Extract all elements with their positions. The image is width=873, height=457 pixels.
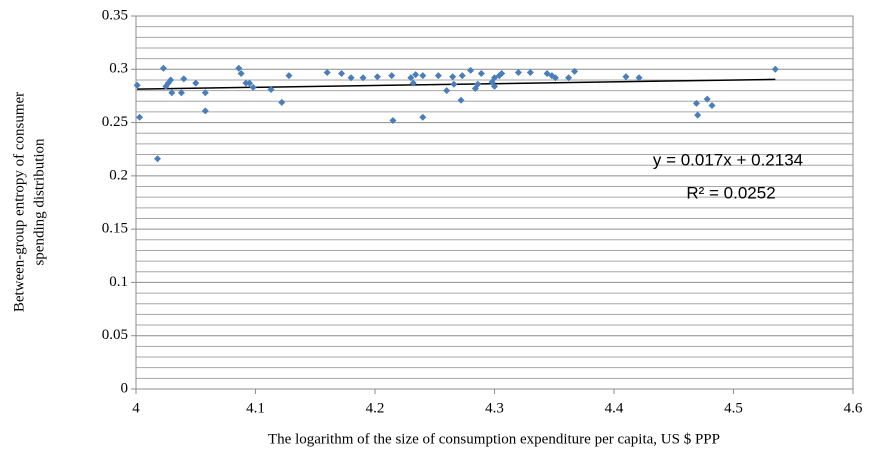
trendline-equation: y = 0.017x + 0.2134 (653, 150, 803, 169)
point (323, 68, 331, 76)
y-tick-label: 0.05 (102, 327, 128, 343)
point (388, 72, 396, 80)
point (571, 67, 579, 75)
point (347, 74, 355, 82)
point (192, 79, 200, 87)
point (449, 73, 457, 81)
point (419, 72, 427, 80)
point (359, 74, 367, 82)
point (565, 74, 573, 82)
point (526, 68, 534, 76)
x-tick-label: 4.4 (605, 400, 624, 416)
plot-border (135, 15, 854, 390)
y-tick-label: 0.2 (109, 167, 128, 183)
point (771, 65, 779, 73)
x-tick-label: 4.2 (366, 400, 385, 416)
x-tick-label: 4.6 (844, 400, 863, 416)
y-axis-label: Between-group entropy of consumer (11, 92, 27, 312)
point (407, 74, 415, 82)
point (168, 89, 176, 97)
point (136, 113, 144, 121)
point (242, 79, 250, 87)
point (474, 80, 482, 88)
point (278, 98, 286, 106)
point (457, 96, 465, 104)
point (635, 74, 643, 82)
point (267, 86, 275, 94)
point (498, 70, 506, 78)
r-squared: R² = 0.0252 (686, 183, 775, 202)
point (154, 155, 162, 163)
point (708, 102, 716, 110)
point (450, 80, 458, 88)
y-tick-label: 0.1 (109, 274, 128, 290)
point (419, 113, 427, 121)
point (249, 83, 257, 91)
point (514, 68, 522, 76)
y-tick-label: 0.3 (109, 61, 128, 77)
point (373, 73, 381, 81)
point (694, 111, 702, 119)
point (201, 107, 209, 115)
x-axis-label: The logarithm of the size of consumption… (268, 431, 720, 447)
point (443, 87, 451, 95)
point (622, 73, 630, 81)
point (285, 72, 293, 80)
point (389, 116, 397, 124)
point (477, 70, 485, 78)
point (180, 75, 188, 83)
y-axis-label: spending distribution (31, 138, 47, 266)
y-tick-label: 0 (121, 380, 129, 396)
x-tick-label: 4.5 (724, 400, 743, 416)
x-tick-label: 4.3 (485, 400, 504, 416)
point (491, 82, 498, 90)
point (458, 72, 466, 80)
point (159, 64, 167, 72)
point (467, 66, 475, 74)
point (434, 72, 442, 80)
point (551, 74, 559, 82)
y-tick-label: 0.25 (102, 114, 128, 130)
point (246, 79, 254, 87)
x-tick-label: 4 (132, 400, 140, 416)
y-tick-label: 0.35 (102, 7, 128, 23)
x-tick-label: 4.1 (246, 400, 265, 416)
point (235, 64, 243, 72)
point (409, 79, 417, 87)
point (167, 76, 175, 84)
point (692, 99, 700, 107)
point (177, 89, 185, 97)
point (338, 70, 346, 78)
point (133, 81, 141, 89)
y-tick-label: 0.15 (102, 221, 128, 237)
point (412, 71, 420, 79)
point (237, 70, 245, 78)
point (201, 89, 209, 97)
point (703, 95, 711, 103)
